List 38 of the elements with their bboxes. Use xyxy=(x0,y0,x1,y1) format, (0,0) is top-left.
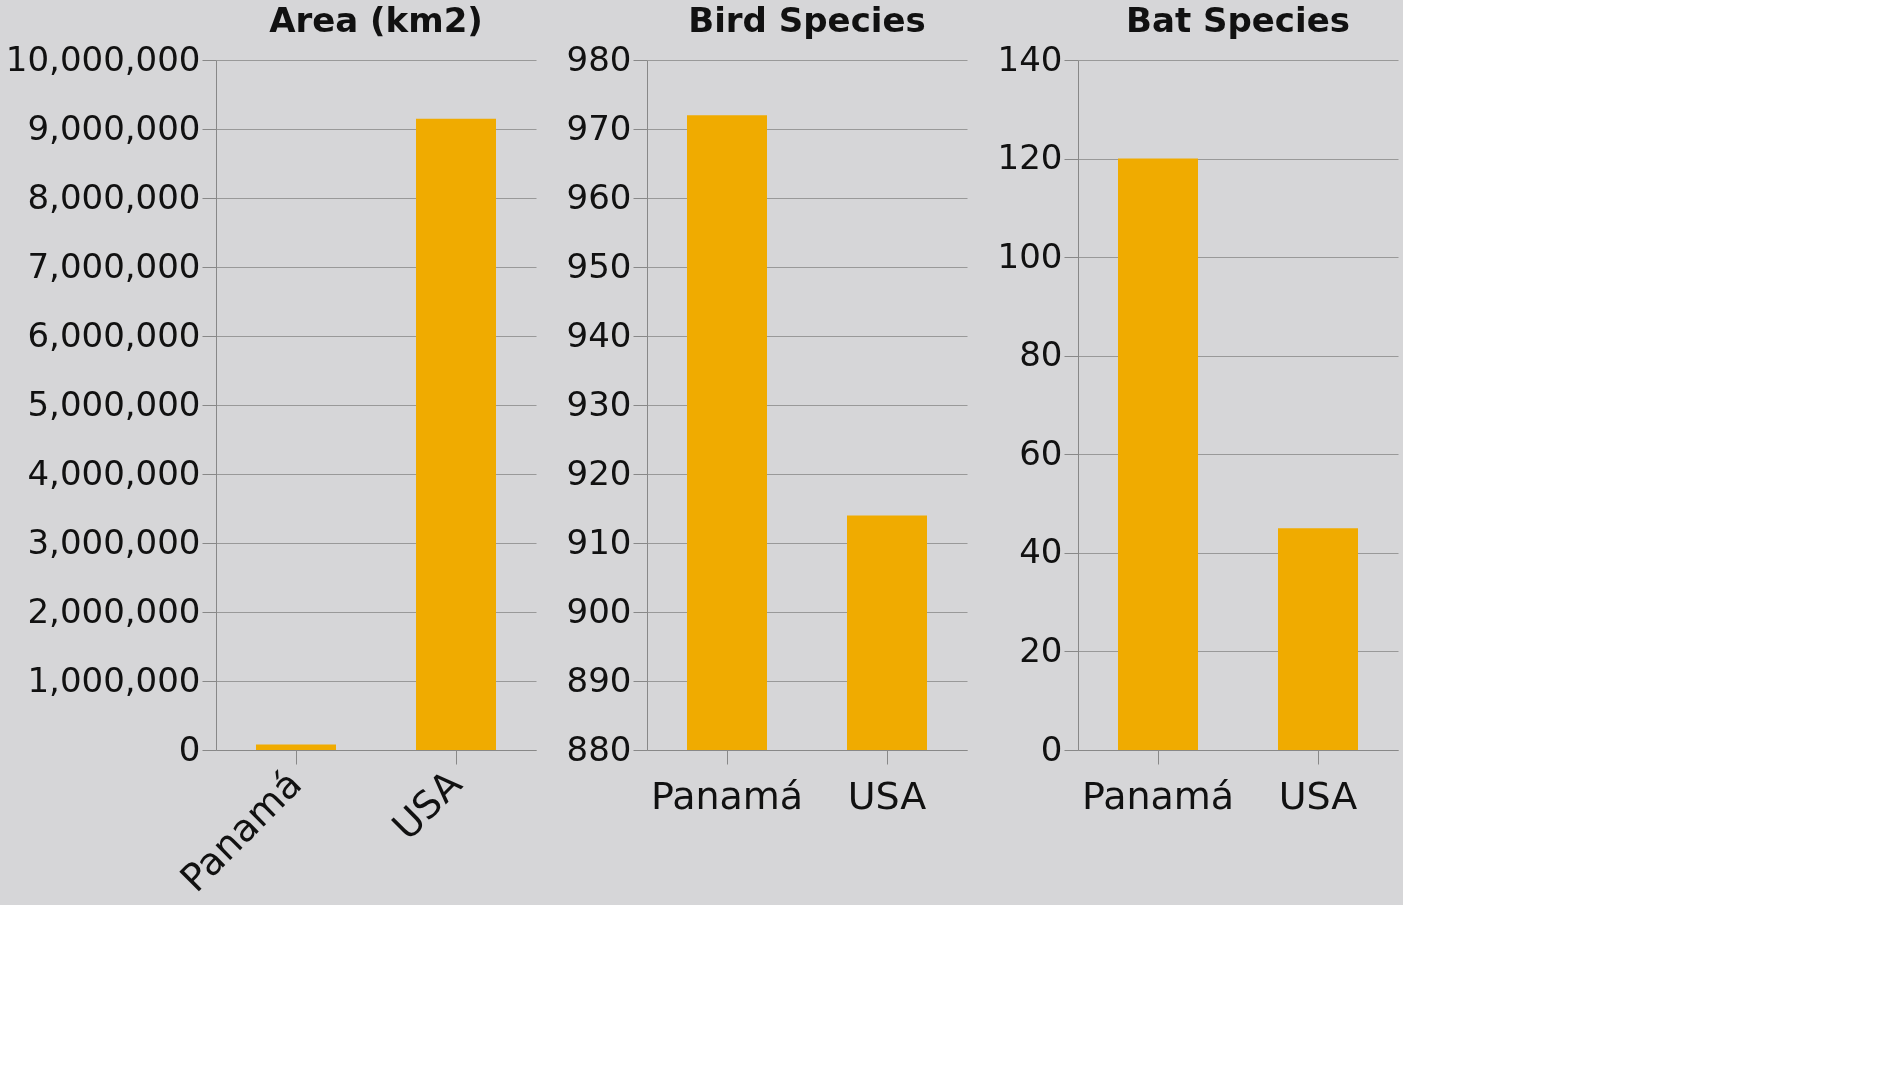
y-tick-label: 2,000,000 xyxy=(27,590,201,631)
y-tick-label: 120 xyxy=(997,137,1063,178)
chart-title: Bird Species xyxy=(688,0,926,40)
y-tick-label: 970 xyxy=(566,107,632,148)
x-tick-label: Panamá xyxy=(1081,773,1235,818)
x-tick-label: USA xyxy=(847,773,927,818)
y-tick-label: 5,000,000 xyxy=(27,383,201,424)
y-tick-label: 9,000,000 xyxy=(27,107,201,148)
x-tick-label: USA xyxy=(1278,773,1358,818)
y-tick-label: 8,000,000 xyxy=(27,176,201,217)
y-tick-label: 100 xyxy=(997,235,1063,276)
x-tick-label: USA xyxy=(383,761,471,849)
y-tick-label: 950 xyxy=(566,245,632,286)
y-tick-label: 980 xyxy=(566,38,632,79)
y-tick-label: 900 xyxy=(566,590,632,631)
y-tick-label: 140 xyxy=(997,38,1063,79)
y-tick-label: 920 xyxy=(566,452,632,493)
y-tick-label: 40 xyxy=(1019,531,1063,572)
y-tick-label: 940 xyxy=(566,314,632,355)
y-tick-label: 0 xyxy=(178,728,201,769)
y-tick-label: 880 xyxy=(566,728,632,769)
y-tick-label: 1,000,000 xyxy=(27,659,201,700)
y-tick-label: 20 xyxy=(1019,629,1063,670)
y-tick-label: 890 xyxy=(566,659,632,700)
y-tick-label: 0 xyxy=(1040,728,1063,769)
x-tick-label: Panamá xyxy=(650,773,804,818)
chart-title: Area (km2) xyxy=(269,0,483,40)
y-tick-label: 930 xyxy=(566,383,632,424)
y-tick-label: 3,000,000 xyxy=(27,521,201,562)
y-tick-label: 960 xyxy=(566,176,632,217)
y-tick-label: 4,000,000 xyxy=(27,452,201,493)
y-tick-label: 6,000,000 xyxy=(27,314,201,355)
y-tick-label: 7,000,000 xyxy=(27,245,201,286)
chart-title: Bat Species xyxy=(1126,0,1350,40)
y-tick-label: 910 xyxy=(566,521,632,562)
y-tick-label: 10,000,000 xyxy=(5,38,201,79)
y-tick-label: 60 xyxy=(1019,432,1063,473)
y-tick-label: 80 xyxy=(1019,334,1063,375)
